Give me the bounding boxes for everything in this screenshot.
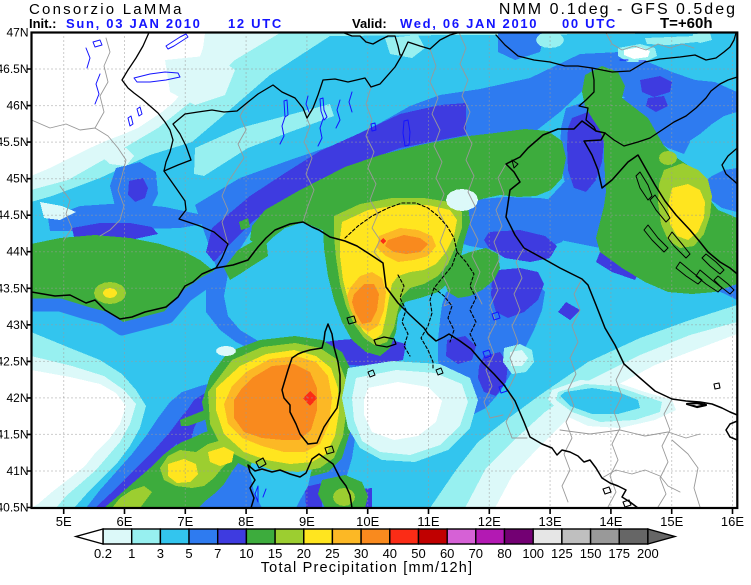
svg-text:Total Precipitation [mm/12h]: Total Precipitation [mm/12h] (261, 560, 474, 576)
svg-text:5E: 5E (56, 514, 72, 529)
svg-text:70: 70 (469, 546, 483, 561)
svg-text:6E: 6E (117, 514, 133, 529)
svg-text:16E: 16E (721, 514, 744, 529)
svg-text:150: 150 (580, 546, 602, 561)
svg-text:Init.:: Init.: (29, 16, 56, 31)
svg-text:Wed, 06 JAN 2010: Wed, 06 JAN 2010 (400, 16, 538, 31)
svg-text:15: 15 (268, 546, 282, 561)
svg-text:46.5N: 46.5N (0, 62, 29, 76)
svg-text:44N: 44N (6, 245, 28, 259)
svg-text:20: 20 (297, 546, 311, 561)
svg-text:46N: 46N (6, 99, 28, 113)
svg-text:42.5N: 42.5N (0, 354, 29, 368)
svg-text:11E: 11E (417, 514, 439, 529)
svg-text:Consorzio LaMMa: Consorzio LaMMa (29, 1, 184, 18)
svg-text:40.5N: 40.5N (0, 501, 29, 515)
svg-text:00 UTC: 00 UTC (562, 16, 617, 31)
svg-text:200: 200 (637, 546, 659, 561)
svg-text:40: 40 (383, 546, 397, 561)
svg-text:45.5N: 45.5N (0, 135, 29, 149)
svg-text:13E: 13E (539, 514, 562, 529)
svg-text:12 UTC: 12 UTC (228, 16, 283, 31)
svg-text:175: 175 (608, 546, 630, 561)
svg-text:Valid:: Valid: (352, 16, 387, 31)
svg-text:80: 80 (497, 546, 511, 561)
svg-text:47N: 47N (6, 26, 28, 40)
svg-text:43.5N: 43.5N (0, 281, 29, 295)
svg-text:9E: 9E (299, 514, 315, 529)
svg-text:10E: 10E (356, 514, 379, 529)
svg-text:1: 1 (128, 546, 135, 561)
svg-text:T=+60h: T=+60h (660, 15, 713, 32)
svg-text:44.5N: 44.5N (0, 208, 29, 222)
svg-text:0.2: 0.2 (94, 546, 112, 561)
svg-text:15E: 15E (660, 514, 683, 529)
svg-text:5: 5 (185, 546, 192, 561)
svg-text:45N: 45N (6, 172, 28, 186)
svg-text:14E: 14E (599, 514, 622, 529)
svg-text:7: 7 (214, 546, 221, 561)
svg-text:42N: 42N (6, 391, 28, 405)
svg-text:100: 100 (522, 546, 544, 561)
svg-text:30: 30 (354, 546, 368, 561)
svg-text:41N: 41N (6, 464, 28, 478)
svg-text:8E: 8E (238, 514, 254, 529)
svg-text:60: 60 (440, 546, 454, 561)
svg-text:10: 10 (239, 546, 253, 561)
svg-text:125: 125 (551, 546, 573, 561)
svg-text:25: 25 (325, 546, 339, 561)
svg-text:50: 50 (411, 546, 425, 561)
svg-text:Sun, 03 JAN 2010: Sun, 03 JAN 2010 (66, 16, 202, 31)
svg-text:NMM 0.1deg - GFS 0.5deg: NMM 0.1deg - GFS 0.5deg (499, 1, 737, 18)
svg-text:41.5N: 41.5N (0, 427, 29, 441)
svg-text:43N: 43N (6, 318, 28, 332)
svg-text:3: 3 (157, 546, 164, 561)
svg-text:7E: 7E (177, 514, 193, 529)
svg-text:12E: 12E (478, 514, 501, 529)
